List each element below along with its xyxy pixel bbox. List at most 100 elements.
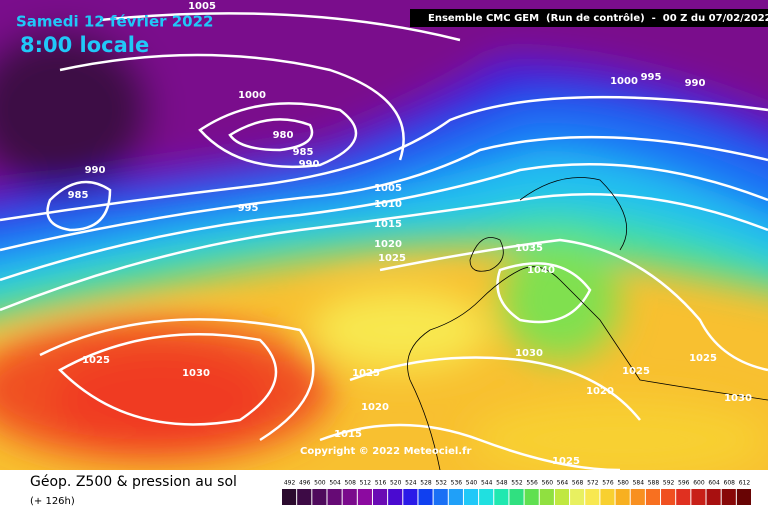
- isobar-label: 1025: [552, 456, 580, 467]
- legend-label: 592: [663, 480, 675, 487]
- isobar-label: 995: [238, 203, 259, 214]
- legend-label: 504: [329, 480, 341, 487]
- legend-swatch: [540, 489, 554, 505]
- lead-time: (+ 126h): [30, 496, 75, 507]
- isobar-label: 1000: [238, 90, 266, 101]
- legend-swatch: [418, 489, 432, 505]
- legend-label: 552: [511, 480, 523, 487]
- isobar-label: 1025: [378, 253, 406, 264]
- isobar-label: 1005: [374, 183, 402, 194]
- legend-swatch: [434, 489, 448, 505]
- legend-swatch: [600, 489, 614, 505]
- legend-label: 560: [542, 480, 554, 487]
- isobar-label: 1025: [82, 355, 110, 366]
- legend-label: 540: [466, 480, 478, 487]
- legend-swatch: [661, 489, 675, 505]
- legend-label: 608: [724, 480, 736, 487]
- legend-swatch: [312, 489, 326, 505]
- model-info: Ensemble CMC GEM (Run de contrôle) - 00 …: [428, 12, 768, 24]
- legend-swatch: [327, 489, 341, 505]
- legend-label: 580: [617, 480, 629, 487]
- date: Samedi 12 février 2022: [16, 13, 213, 31]
- legend-swatch: [494, 489, 508, 505]
- isobar-label: 1025: [352, 368, 380, 379]
- legend-swatch: [691, 489, 705, 505]
- isobar-label: 1020: [361, 402, 389, 413]
- legend-swatch: [388, 489, 402, 505]
- legend-swatch: [631, 489, 645, 505]
- legend-label: 572: [587, 480, 599, 487]
- isobar-label: 1030: [515, 348, 543, 359]
- isobar-label: 1030: [182, 368, 210, 379]
- legend-swatch: [282, 489, 296, 505]
- isobar-label: 1015: [334, 429, 362, 440]
- legend-label: 584: [633, 480, 645, 487]
- legend-label: 524: [405, 480, 417, 487]
- legend-swatch: [616, 489, 630, 505]
- legend-swatch: [707, 489, 721, 505]
- isobar-label: 1035: [515, 243, 543, 254]
- legend-label: 536: [451, 480, 463, 487]
- isobar-label: 1005: [188, 1, 216, 12]
- map-title: Géop. Z500 & pression au sol: [30, 474, 237, 490]
- legend-swatch: [358, 489, 372, 505]
- legend-label: 596: [678, 480, 690, 487]
- legend-swatch: [373, 489, 387, 505]
- legend-label: 532: [435, 480, 447, 487]
- legend-swatch: [297, 489, 311, 505]
- legend-swatch: [585, 489, 599, 505]
- legend-swatch: [509, 489, 523, 505]
- legend-swatch: [676, 489, 690, 505]
- legend-swatch: [449, 489, 463, 505]
- field: 1005 1000 980 985 990 990 985 995 1005 1…: [0, 0, 768, 480]
- legend-swatch: [479, 489, 493, 505]
- legend-label: 500: [314, 480, 326, 487]
- legend-label: 588: [648, 480, 660, 487]
- isobar-label: 1020: [586, 386, 614, 397]
- legend-swatch: [403, 489, 417, 505]
- legend-label: 520: [390, 480, 402, 487]
- isobar-label: 985: [293, 147, 314, 158]
- legend-swatch: [525, 489, 539, 505]
- legend-label: 548: [496, 480, 508, 487]
- legend-swatch: [570, 489, 584, 505]
- legend-label: 528: [420, 480, 432, 487]
- legend-label: 556: [526, 480, 538, 487]
- copyright: Copyright © 2022 Meteociel.fr: [300, 446, 471, 457]
- isobar-label: 1000: [610, 76, 638, 87]
- legend-label: 576: [602, 480, 614, 487]
- isobar-label: 1030: [724, 393, 752, 404]
- legend-label: 564: [557, 480, 569, 487]
- isobar-label: 1010: [374, 199, 402, 210]
- isobar-label: 1025: [689, 353, 717, 364]
- legend-label: 516: [375, 480, 387, 487]
- legend-label: 512: [360, 480, 372, 487]
- isobar-label: 985: [68, 190, 89, 201]
- isobar-label: 1025: [622, 366, 650, 377]
- local-time: 8:00 locale: [20, 33, 149, 57]
- legend-label: 604: [708, 480, 720, 487]
- isobar-label: 990: [299, 159, 320, 170]
- legend-swatch: [555, 489, 569, 505]
- legend-label: 508: [344, 480, 356, 487]
- legend-label: 544: [481, 480, 493, 487]
- legend-swatch: [464, 489, 478, 505]
- isobar-label: 990: [685, 78, 706, 89]
- isobar-label: 995: [641, 72, 662, 83]
- isobar-label: 980: [273, 130, 294, 141]
- legend-label: 612: [739, 480, 751, 487]
- legend-swatch: [646, 489, 660, 505]
- legend-swatch: [343, 489, 357, 505]
- isobar-label: 1020: [374, 239, 402, 250]
- legend-label: 492: [284, 480, 296, 487]
- legend-label: 568: [572, 480, 584, 487]
- isobar-label: 1040: [527, 265, 555, 276]
- isobar-label: 990: [85, 165, 106, 176]
- legend-label: 600: [693, 480, 705, 487]
- legend-swatch: [737, 489, 751, 505]
- legend-label: 496: [299, 480, 311, 487]
- isobar-label: 1015: [374, 219, 402, 230]
